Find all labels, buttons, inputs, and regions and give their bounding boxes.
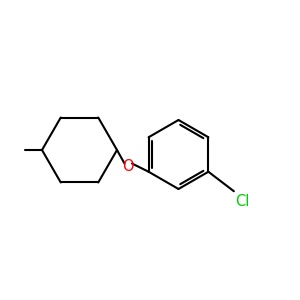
Text: O: O (123, 159, 134, 174)
Text: Cl: Cl (236, 194, 250, 209)
